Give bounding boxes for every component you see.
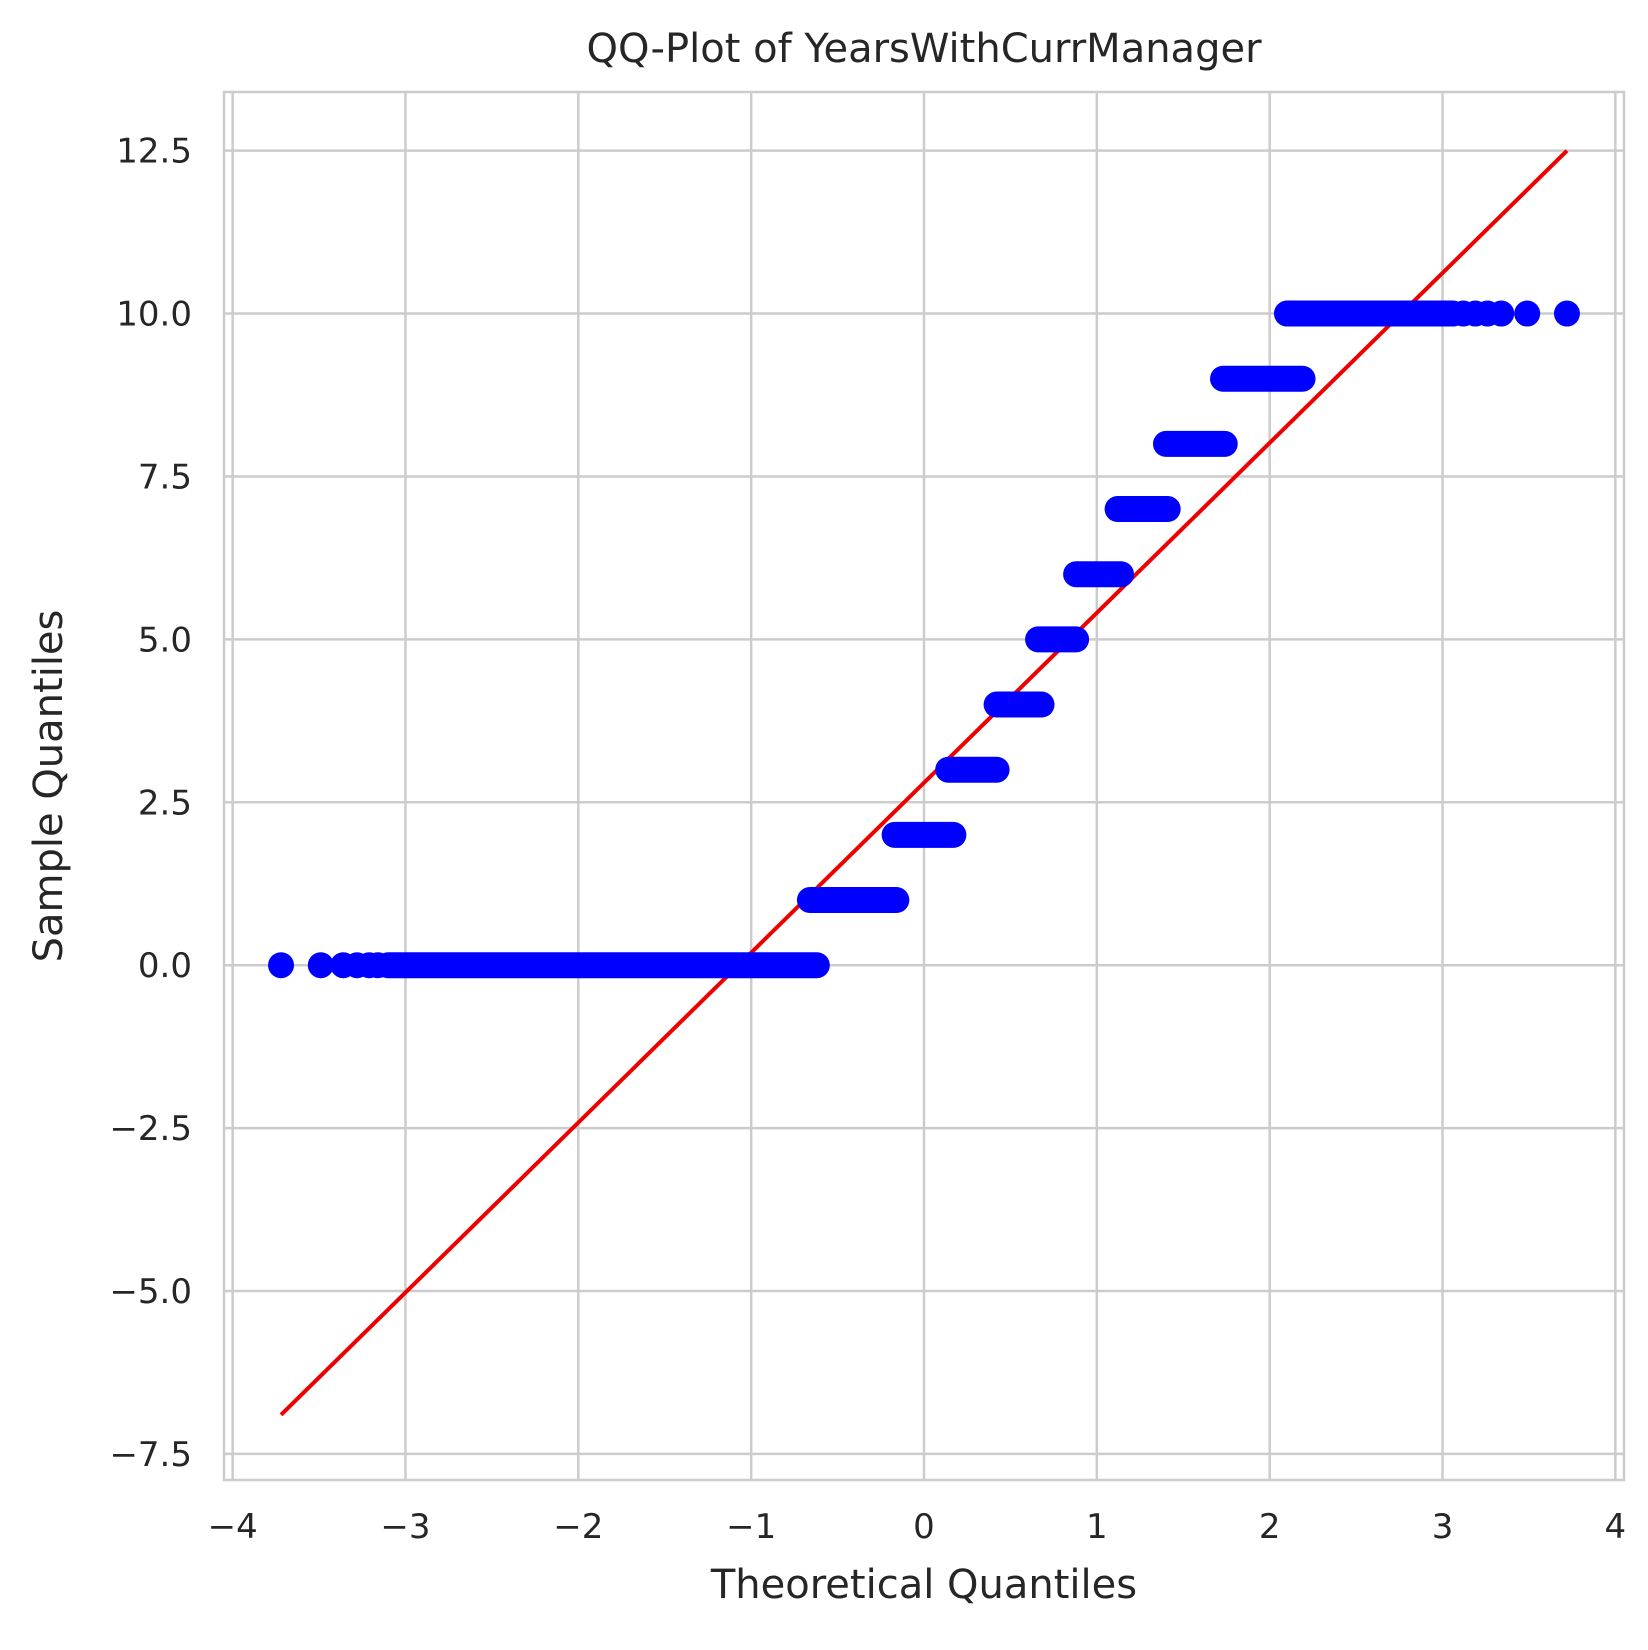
x-tick-label: 1 — [1086, 1507, 1108, 1547]
x-tick-label: 0 — [913, 1507, 935, 1547]
y-axis-title: Sample Quantiles — [26, 610, 72, 963]
sample-point — [1488, 300, 1515, 327]
chart-title: QQ-Plot of YearsWithCurrManager — [586, 26, 1262, 72]
y-tick-label: 0.0 — [138, 946, 192, 986]
sample-points — [268, 300, 1580, 979]
y-tick-label: −2.5 — [109, 1109, 192, 1149]
sample-point — [268, 952, 295, 979]
x-tick-label: −3 — [380, 1507, 430, 1547]
y-tick-label: 7.5 — [138, 457, 192, 497]
x-tick-label: 2 — [1259, 1507, 1281, 1547]
y-tick-label: 2.5 — [138, 783, 192, 823]
y-tick-label: 10.0 — [116, 295, 192, 335]
reference-line-layer — [279, 149, 1569, 1417]
grid-lines — [224, 92, 1624, 1480]
sample-point — [1514, 300, 1541, 327]
y-tick-label: 12.5 — [116, 132, 192, 172]
y-tick-label: −7.5 — [109, 1435, 192, 1475]
x-axis-title: Theoretical Quantiles — [710, 1562, 1137, 1608]
x-tick-label: −4 — [208, 1507, 258, 1547]
y-tick-label: −5.0 — [109, 1272, 192, 1312]
x-tick-label: −1 — [726, 1507, 776, 1547]
x-tick-labels: −4 −3 −2 −1 0 1 2 3 4 — [208, 1507, 1627, 1547]
x-tick-label: 4 — [1605, 1507, 1627, 1547]
y-tick-label: 5.0 — [138, 620, 192, 660]
sample-point — [1553, 300, 1580, 327]
x-tick-label: −2 — [553, 1507, 603, 1547]
sample-point — [364, 952, 391, 979]
y-tick-labels: −7.5 −5.0 −2.5 0.0 2.5 5.0 7.5 10.0 12.5 — [109, 132, 192, 1475]
sample-point — [307, 952, 334, 979]
reference-line — [279, 149, 1569, 1417]
x-tick-label: 3 — [1432, 1507, 1454, 1547]
plot-frame — [222, 90, 1626, 1482]
